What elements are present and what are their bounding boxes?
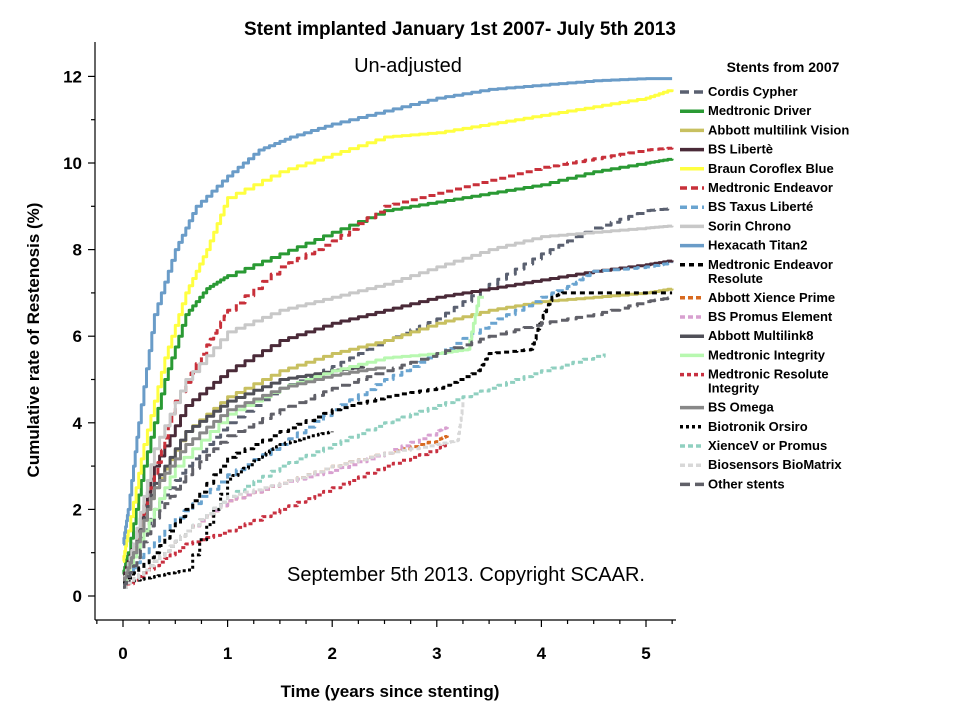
series-line-14 xyxy=(123,443,449,589)
series-line-18 xyxy=(123,401,465,589)
legend: Cordis Cypher Medtronic Driver Abbott mult… xyxy=(680,84,849,491)
legend-entry-label: BS Libertè xyxy=(708,142,773,157)
series-line-8 xyxy=(122,77,673,546)
y-axis-label: Cumulative rate of Restenosis (%) xyxy=(24,203,43,478)
x-tick-label: 2 xyxy=(327,644,336,663)
y-tick-label: 0 xyxy=(73,587,82,606)
legend-entry-label: BS Taxus Liberté xyxy=(708,199,813,214)
legend-entry-label: BS Promus Element xyxy=(708,309,833,324)
chart-subtitle: Un-adjusted xyxy=(354,55,462,77)
series-line-7 xyxy=(123,224,674,585)
series-line-17 xyxy=(123,353,606,589)
x-tick-label: 3 xyxy=(432,644,441,663)
legend-entry-label: Medtronic Resolute Integrity xyxy=(708,367,829,396)
y-tick-label: 6 xyxy=(73,327,82,346)
legend-entry-label: XienceV or Promus xyxy=(708,438,827,453)
x-axis-label: Time (years since stenting) xyxy=(281,682,500,701)
legend-entry-label: Abbott Xience Prime xyxy=(708,290,835,305)
legend-entry-label: Other stents xyxy=(708,476,785,491)
series-line-6 xyxy=(123,261,674,585)
x-tick-label: 0 xyxy=(118,644,127,663)
chart-title: Stent implanted January 1st 2007- July 5… xyxy=(244,19,676,40)
y-axis-ticks: 0 2 4 6 8 10 12 xyxy=(63,67,95,606)
y-tick-label: 8 xyxy=(73,241,82,260)
y-tick-label: 2 xyxy=(73,500,82,519)
legend-entry-label: Cordis Cypher xyxy=(708,84,798,99)
legend-entry-label: Medtronic Driver xyxy=(708,103,811,118)
y-tick-label: 4 xyxy=(73,414,83,433)
x-axis-ticks: 0 1 2 3 4 5 xyxy=(96,620,673,663)
legend-entry-label: Hexacath Titan2 xyxy=(708,238,807,253)
legend-entry-label: Medtronic Integrity xyxy=(708,347,826,362)
x-tick-label: 1 xyxy=(223,644,232,663)
x-tick-label: 4 xyxy=(537,644,547,663)
legend-entry-label: Braun Coroflex Blue xyxy=(708,161,834,176)
series-line-9 xyxy=(123,291,673,585)
y-tick-label: 10 xyxy=(63,154,82,173)
series-line-15 xyxy=(123,366,386,585)
series-line-16 xyxy=(123,430,334,585)
legend-entry-label: BS Omega xyxy=(708,400,775,415)
legend-entry-label: Biotronik Orsiro xyxy=(708,419,808,434)
legend-entry-label: Medtronic Endeavor Resolute xyxy=(708,257,833,286)
copyright-annotation: September 5th 2013. Copyright SCAAR. xyxy=(287,564,645,586)
x-tick-label: 5 xyxy=(641,644,650,663)
legend-entry-label: Abbott Multilink8 xyxy=(708,328,813,343)
series-line-3 xyxy=(123,259,674,581)
series-line-5 xyxy=(123,146,674,585)
legend-entry-label: Abbott multilink Vision xyxy=(708,122,849,137)
legend-entry-label: Medtronic Endeavor xyxy=(708,180,833,195)
series-lines xyxy=(122,77,674,589)
legend-entry-label: Sorin Chrono xyxy=(708,218,791,233)
y-tick-label: 12 xyxy=(63,67,82,86)
series-line-4 xyxy=(122,89,674,563)
series-line-19 xyxy=(123,296,674,589)
legend-title: Stents from 2007 xyxy=(727,59,840,75)
legend-entry-label: Biosensors BioMatrix xyxy=(708,457,842,472)
series-line-1 xyxy=(122,157,674,576)
